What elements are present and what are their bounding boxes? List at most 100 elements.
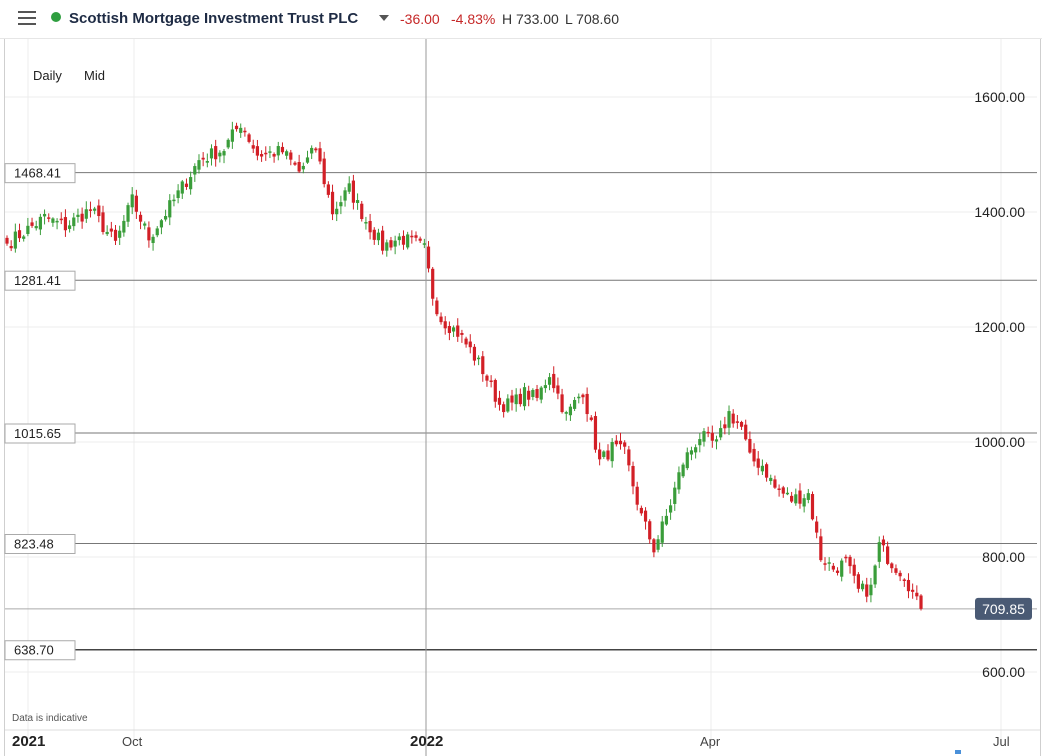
instrument-title[interactable]: Scottish Mortgage Investment Trust PLC	[69, 10, 359, 27]
candle-body	[118, 230, 122, 238]
last-price-box	[975, 597, 1032, 620]
candle-body	[652, 539, 656, 553]
candle-body	[602, 451, 606, 457]
candle-body	[898, 572, 902, 577]
candle-body	[443, 321, 447, 329]
candle-body	[193, 166, 197, 175]
candle-body	[873, 565, 877, 585]
candle-body	[506, 398, 510, 412]
candle-body	[47, 217, 51, 219]
candle-body	[172, 199, 176, 202]
x-tick-label: Apr	[700, 734, 721, 749]
candle-body	[840, 560, 844, 577]
data-indicative-note: Data is indicative	[12, 713, 88, 724]
candle-body	[339, 202, 343, 207]
candle-body	[293, 162, 297, 165]
candle-body	[844, 556, 848, 559]
candle-body	[226, 139, 230, 148]
candle-body	[648, 521, 652, 540]
candle-body	[777, 488, 781, 491]
candle-body	[38, 216, 42, 230]
level-label: 638.70	[14, 643, 54, 658]
candle-body	[59, 218, 63, 221]
candle-body	[55, 220, 59, 223]
candle-body	[310, 147, 314, 154]
candle-body	[355, 200, 360, 203]
candle-body	[76, 214, 80, 217]
candle-body	[418, 238, 422, 241]
candle-body	[460, 333, 464, 335]
scroll-indicator[interactable]	[955, 750, 961, 754]
candle-body	[865, 584, 869, 597]
candle-body	[769, 477, 773, 482]
candle-body	[180, 181, 184, 194]
candle-body	[264, 152, 268, 155]
candle-body	[848, 556, 852, 567]
candle-body	[547, 377, 552, 385]
candle-body	[335, 208, 339, 215]
candle-body	[472, 346, 477, 361]
candle-body	[522, 387, 527, 407]
candle-body	[485, 375, 489, 381]
candle-body	[785, 492, 790, 495]
chart-header: Scottish Mortgage Investment Trust PLC -…	[0, 0, 1042, 39]
candle-body	[798, 490, 802, 504]
candle-body	[393, 240, 397, 247]
interval-selector[interactable]: Daily	[33, 68, 62, 83]
instrument-dropdown-icon[interactable]	[379, 15, 389, 21]
candle-body	[464, 338, 468, 345]
candle-body	[673, 487, 677, 504]
candle-body	[623, 442, 627, 447]
candle-body	[414, 235, 418, 238]
candle-body	[468, 341, 472, 348]
chart-right-border	[1040, 39, 1041, 756]
candle-body	[493, 380, 497, 402]
candle-body	[143, 223, 147, 226]
candle-body	[527, 390, 531, 400]
candle-body	[184, 183, 189, 187]
candle-body	[159, 220, 164, 228]
candle-body	[105, 231, 109, 235]
candle-body	[247, 134, 251, 142]
candle-body	[514, 394, 518, 405]
candle-body	[151, 236, 155, 244]
candle-body	[781, 487, 785, 494]
hamburger-menu-icon[interactable]	[18, 11, 36, 25]
level-label: 1468.41	[14, 166, 61, 181]
candle-body	[915, 592, 919, 597]
candle-body	[155, 228, 159, 236]
candle-body	[30, 222, 34, 226]
x-tick-label: 2022	[410, 733, 443, 750]
candle-body	[639, 507, 643, 514]
candle-body	[163, 216, 168, 220]
candle-body	[5, 237, 9, 244]
candle-body	[489, 380, 493, 383]
candle-body	[230, 129, 234, 142]
price-chart[interactable]: 1468.41 1281.41 1015.65 823.48 638.70 1600.0…	[0, 39, 1042, 756]
candle-body	[681, 464, 685, 477]
candle-body	[42, 213, 47, 217]
candle-body	[435, 300, 439, 315]
candle-body	[51, 218, 55, 223]
last-price-label: 709.85	[982, 601, 1025, 617]
candle-body	[685, 452, 689, 469]
candle-body	[564, 412, 568, 414]
candle-body	[677, 472, 681, 490]
candle-body	[815, 521, 819, 533]
candle-body	[535, 389, 539, 398]
candle-body	[122, 220, 126, 233]
candle-body	[381, 230, 385, 251]
candle-body	[322, 158, 326, 185]
candle-body	[318, 148, 322, 162]
candle-body	[289, 152, 293, 160]
candle-body	[710, 432, 714, 441]
candle-body	[727, 411, 731, 428]
x-tick-label: 2021	[12, 733, 45, 750]
candle-body	[902, 579, 906, 581]
price-type-selector[interactable]: Mid	[84, 68, 105, 83]
candle-body	[852, 564, 856, 576]
candle-body	[860, 583, 865, 590]
candle-body	[748, 438, 752, 453]
candle-body	[243, 130, 247, 133]
x-tick-label: Oct	[122, 734, 143, 749]
